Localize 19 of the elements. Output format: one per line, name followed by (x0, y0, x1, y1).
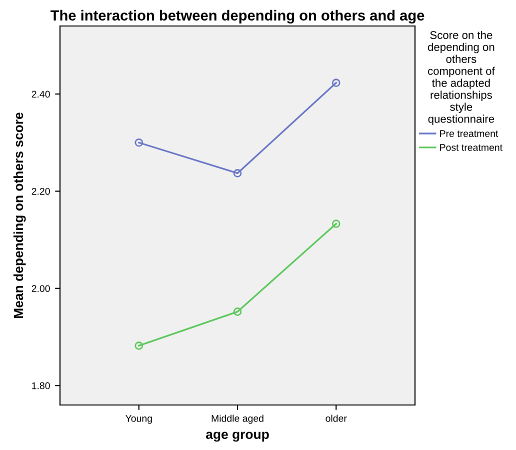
point (233, 308, 242, 316)
point (134, 138, 144, 147)
point (332, 78, 340, 88)
point (134, 342, 144, 350)
point (332, 220, 340, 228)
y-tick-label: 2.00 (32, 285, 50, 292)
y-tick-label: 2.40 (32, 90, 50, 98)
point (233, 169, 242, 178)
y-tick-label: 1.80 (32, 382, 50, 390)
legend-title: Score on the depending on others component of the adapted relationships style questionnaire (428, 30, 495, 125)
y-axis-title: Mean depending on others score (13, 112, 26, 318)
legend-label: Pre treatment (440, 130, 498, 137)
x-tick-label: Middle aged (212, 414, 264, 424)
x-axis-title: age group (206, 432, 269, 442)
chart-title: The interaction between depending on others and age (50, 10, 424, 24)
x-tick-label: Young (125, 415, 152, 424)
x-tick-label: older (326, 414, 347, 422)
legend-label: Post treatment (440, 144, 502, 151)
y-tick-label: 2.20 (32, 188, 50, 195)
